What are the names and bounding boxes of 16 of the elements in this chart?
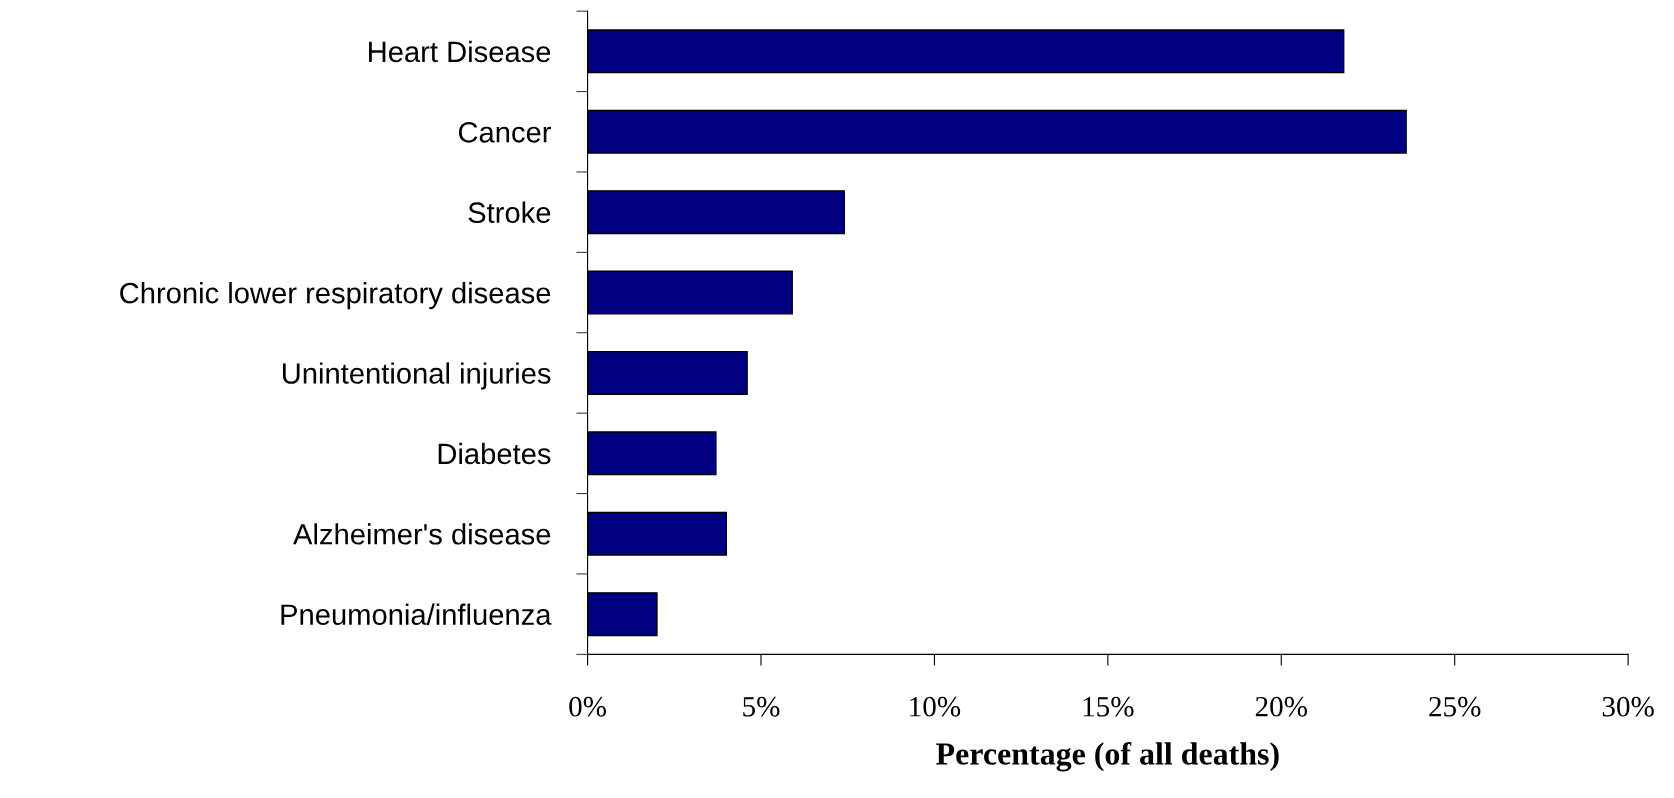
y-tick-label: Chronic lower respiratory disease [120, 282, 551, 310]
x-tick-label: 25% [1429, 696, 1481, 717]
y-tick-label: Unintentional injuries [282, 362, 551, 390]
y-tick-label: Stroke [468, 201, 551, 224]
x-tick-label: 0% [569, 696, 607, 717]
x-tick-label: 20% [1255, 696, 1308, 717]
y-tick-label: Alzheimer's disease [293, 523, 551, 545]
y-tick-label: Cancer [458, 121, 551, 143]
x-tick-label: 5% [743, 696, 780, 717]
x-tick-label: 15% [1083, 696, 1134, 717]
x-tick-label: 10% [910, 696, 961, 717]
x-tick-label: 30% [1602, 696, 1654, 717]
y-tick-label: Heart Disease [369, 40, 551, 63]
y-tick-label: Pneumonia/influenza [281, 603, 552, 626]
y-tick-label: Diabetes [438, 442, 551, 465]
x-axis-title: Percentage (of all deaths) [936, 741, 1279, 772]
